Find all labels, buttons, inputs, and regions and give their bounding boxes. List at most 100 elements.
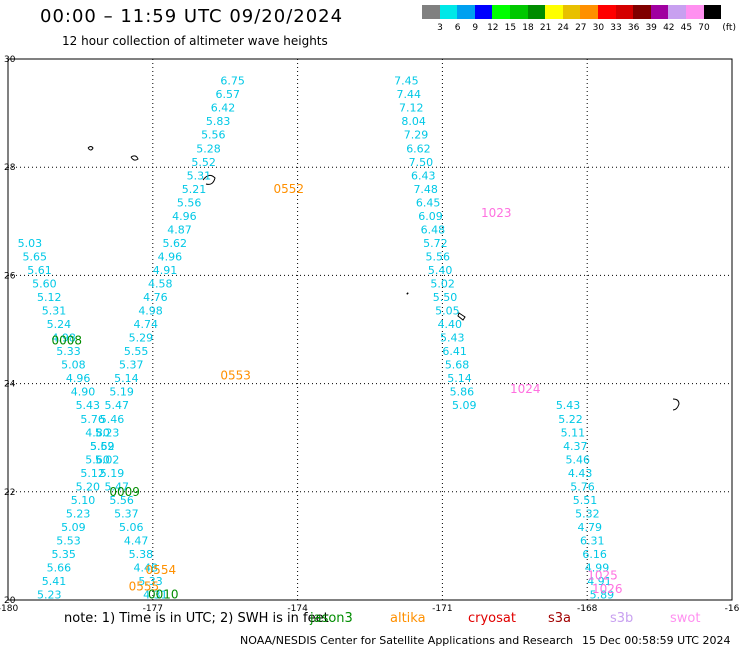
wave-height-value: 5.43 — [76, 399, 101, 412]
legend-swatch — [474, 5, 493, 19]
wave-height-value: 5.02 — [430, 278, 455, 291]
wave-height-value: 6.42 — [211, 102, 236, 115]
wave-height-value: 5.62 — [90, 440, 115, 453]
wave-height-value: 5.60 — [85, 453, 110, 466]
wave-height-value: 4.43 — [568, 467, 593, 480]
altimeter-tracks: 6.756.576.425.835.565.285.525.315.215.56… — [18, 75, 614, 602]
wave-height-value: 5.28 — [196, 142, 221, 155]
legend-label: 18 — [522, 23, 534, 33]
track-a: 6.756.576.425.835.565.285.525.315.215.56… — [37, 75, 245, 602]
pass-time-label: 1024 — [510, 382, 541, 396]
wave-height-value: 5.33 — [138, 575, 163, 588]
longitude-tick-label: -174 — [287, 604, 308, 614]
legend-swatch — [492, 5, 510, 19]
wave-height-value: 5.76 — [80, 413, 105, 426]
wave-height-value: 5.23 — [37, 589, 62, 602]
wave-height-value: 5.53 — [56, 534, 80, 547]
latitude-tick-label: 22 — [4, 488, 15, 498]
units-note: note: 1) Time is in UTC; 2) SWH is in fe… — [64, 611, 329, 626]
wave-height-value: 7.48 — [413, 183, 438, 196]
wave-height-value: 5.38 — [129, 548, 154, 561]
wave-height-value: 5.09 — [61, 521, 86, 534]
wave-height-value: 8.04 — [401, 115, 426, 128]
wave-height-value: 5.61 — [27, 264, 52, 277]
wave-height-value: 5.06 — [119, 521, 144, 534]
island-french-frigate — [457, 312, 466, 321]
legend-swatch — [703, 5, 722, 19]
legend-label: 30 — [592, 23, 605, 33]
wave-height-value: 7.44 — [397, 88, 422, 101]
wave-height-value: 7.12 — [399, 102, 424, 115]
legend-label: 3 — [437, 23, 443, 33]
latitude-tick-label: 28 — [4, 163, 16, 173]
longitude-tick-label: -177 — [143, 604, 163, 614]
legend-label: 36 — [627, 23, 640, 33]
legend-swatch — [457, 5, 475, 19]
pass-time-label: 1026 — [592, 582, 623, 596]
wave-height-value: 5.47 — [105, 480, 129, 493]
wave-height-value: 5.43 — [556, 399, 581, 412]
wave-height-value: 5.11 — [561, 426, 586, 439]
wave-height-value: 4.48 — [133, 562, 158, 575]
pass-time-label: 1023 — [481, 206, 512, 220]
wave-height-value: 5.65 — [22, 250, 47, 263]
satellite-name: swot — [670, 611, 701, 626]
wave-height-value: 5.14 — [114, 372, 139, 385]
wave-height-value: 5.68 — [445, 359, 470, 372]
longitude-tick-label: -171 — [432, 604, 452, 614]
island-kure — [87, 146, 94, 151]
wave-height-value: 5.40 — [428, 264, 453, 277]
pass-time-label: 0008 — [51, 333, 82, 347]
satellite-name: altika — [390, 611, 426, 626]
latitude-tick-label: 30 — [4, 55, 16, 65]
wave-height-value: 5.19 — [100, 467, 125, 480]
legend-swatch — [422, 5, 440, 19]
wave-height-value: 5.22 — [558, 413, 583, 426]
pass-time-label: 0010 — [148, 588, 179, 602]
latitude-tick-label: 20 — [4, 596, 16, 606]
wave-height-value: 5.37 — [114, 507, 139, 520]
legend-label: 6 — [454, 23, 461, 33]
latitude-tick-label: 26 — [4, 271, 16, 281]
wave-height-value: 5.56 — [201, 129, 226, 142]
wave-height-value: 5.29 — [129, 332, 154, 345]
islands — [87, 146, 680, 411]
wave-height-value: 5.05 — [435, 305, 460, 318]
wave-height-value: 4.91 — [153, 264, 178, 277]
wave-height-value: 5.56 — [109, 494, 134, 507]
satellite-name: s3b — [610, 611, 634, 626]
wave-height-value: 5.83 — [206, 115, 231, 128]
wave-height-value: 5.24 — [47, 318, 72, 331]
wave-height-value: 5.23 — [66, 507, 91, 520]
map-axes: 30 28 26 24 22 20-180 -177 -174 -171 -168 -16 — [0, 55, 740, 614]
wave-height-value: 5.03 — [18, 237, 43, 250]
legend-swatch — [668, 5, 686, 19]
pass-time-label: 0553 — [220, 368, 251, 382]
wave-height-value: 4.99 — [585, 562, 610, 575]
legend-label: 33 — [610, 23, 622, 33]
track-b: 5.035.655.615.605.125.315.244.985.335.08… — [18, 237, 168, 602]
wave-height-value: 5.56 — [177, 196, 202, 209]
wave-height-value: 5.59 — [90, 440, 115, 453]
wave-height-value: 4.79 — [578, 521, 603, 534]
wave-height-value: 6.75 — [220, 75, 245, 88]
wave-height-value: 4.76 — [143, 291, 168, 304]
legend-label: 12 — [487, 23, 499, 33]
wave-height-value: 5.37 — [119, 359, 144, 372]
wave-height-value: 6.45 — [416, 196, 441, 209]
wave-height-value: 4.96 — [172, 210, 197, 223]
wave-height-value: 6.57 — [216, 88, 241, 101]
legend-label: 39 — [645, 23, 657, 33]
legend-swatch — [650, 5, 669, 19]
wave-height-value: 4.40 — [438, 318, 463, 331]
wave-height-value: 4.58 — [148, 278, 173, 291]
wave-height-value: 5.52 — [191, 156, 216, 169]
wave-height-value: 4.90 — [71, 386, 96, 399]
legend-swatch — [580, 5, 598, 19]
wave-height-value: 5.66 — [47, 562, 72, 575]
wave-height-value: 5.35 — [51, 548, 76, 561]
wave-height-value: 4.74 — [133, 318, 158, 331]
legend-unit: (ft) — [722, 23, 736, 33]
wave-height-value: 5.50 — [433, 291, 458, 304]
